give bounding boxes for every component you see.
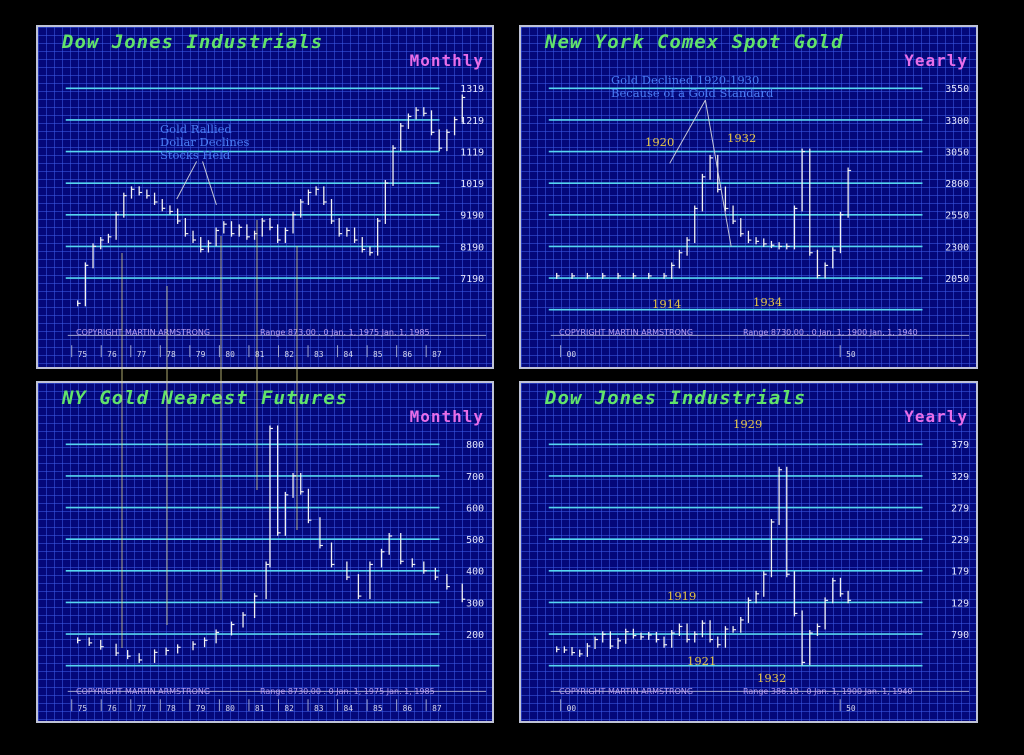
annotation-pointer [704, 100, 732, 247]
x-tick-label: 78 [166, 704, 176, 713]
dow-monthly-plot: 1319 1219 1119 1019 9190 8190 7190 75 76 77 78 79 80… [65, 84, 487, 359]
gold-futures-plot: 800 700 600 500 400 300 200 75 76 77 78 79 80 81 82 83 8… [65, 425, 487, 713]
x-tick-label: 82 [284, 350, 294, 359]
year-label-1932: 1932 [757, 671, 787, 685]
annotation-gold-rallied: Gold Rallied [160, 122, 232, 136]
x-tick-label: 00 [567, 704, 577, 713]
y-tick-label: 3050 [945, 148, 969, 159]
x-tick-label: 84 [344, 350, 354, 359]
y-tick-label: 1319 [460, 84, 484, 95]
chart-frequency: Yearly [904, 51, 968, 70]
x-tick-label: 84 [344, 704, 354, 713]
x-tick-label: 82 [284, 704, 294, 713]
x-tick-label: 80 [225, 704, 235, 713]
chart-title: New York Comex Spot Gold [545, 31, 844, 53]
x-tick-label: 75 [78, 350, 88, 359]
y-tick-label: 500 [466, 535, 484, 546]
x-tick-label: 81 [255, 704, 265, 713]
annotation-pointer [176, 161, 198, 200]
x-tick-label: 76 [107, 350, 117, 359]
copyright-text: COPYRIGHT MARTIN ARMSTRONG [559, 687, 694, 696]
x-tick-label: 77 [137, 704, 147, 713]
year-label-1914: 1914 [652, 297, 682, 311]
y-tick-label: 600 [466, 503, 484, 514]
x-tick-label: 50 [846, 704, 856, 713]
y-tick-label: 9190 [460, 211, 484, 222]
copyright-text: COPYRIGHT MARTIN ARMSTRONG [559, 328, 694, 337]
copyright-text: COPYRIGHT MARTIN ARMSTRONG [76, 687, 211, 696]
y-tick-label: 8190 [460, 242, 484, 253]
y-tick-label: 279 [951, 503, 969, 514]
y-tick-label: 700 [466, 472, 484, 483]
chart-frequency: Yearly [904, 407, 968, 426]
gold-yearly-plot: 3550 3300 3050 2800 2550 2300 2050 00 50 [548, 84, 969, 359]
annotation-gold-declined: Gold Declined 1920-1930 [611, 73, 760, 87]
dow-yearly-chart: 379 329 279 229 179 129 790 00 50 Dow Jones Indu… [519, 381, 978, 723]
y-tick-label: 300 [466, 598, 484, 609]
y-tick-label: 2300 [945, 242, 969, 253]
x-tick-label: 83 [314, 350, 324, 359]
x-tick-label: 85 [373, 704, 383, 713]
year-label-1932: 1932 [727, 131, 757, 145]
x-tick-label: 77 [137, 350, 147, 359]
range-text: Range 8730.00 . 0 Jan. 1, 1975 Jan. 1, 1… [260, 687, 435, 696]
y-tick-label: 200 [466, 630, 484, 641]
chart-title: Dow Jones Industrials [62, 31, 324, 53]
x-tick-label: 79 [196, 350, 206, 359]
year-label-1920: 1920 [645, 135, 675, 149]
x-tick-label: 86 [403, 704, 413, 713]
year-label-1919: 1919 [667, 589, 697, 603]
y-tick-label: 129 [951, 598, 969, 609]
y-tick-label: 800 [466, 440, 484, 451]
dow-monthly-chart: 1319 1219 1119 1019 9190 8190 7190 75 76 77 78 79 80… [36, 25, 494, 369]
y-tick-label: 379 [951, 440, 969, 451]
y-tick-label: 2800 [945, 179, 969, 190]
range-text: Range 873.00 . 0 Jan. 1, 1975 Jan. 1, 19… [260, 328, 430, 337]
x-tick-label: 00 [567, 350, 577, 359]
y-tick-label: 179 [951, 567, 969, 578]
y-tick-label: 229 [951, 535, 969, 546]
y-tick-label: 2050 [945, 274, 969, 285]
range-text: Range 386.10 . 0 Jan. 1, 1900 Jan. 1, 19… [743, 687, 913, 696]
y-tick-label: 400 [466, 567, 484, 578]
dow-yearly-plot: 379 329 279 229 179 129 790 00 50 [548, 440, 969, 713]
x-tick-label: 81 [255, 350, 265, 359]
chart-frequency: Monthly [409, 51, 484, 70]
y-tick-label: 1219 [460, 116, 484, 127]
y-tick-label: 3550 [945, 84, 969, 95]
x-tick-label: 85 [373, 350, 383, 359]
annotation-pointer [669, 99, 706, 164]
x-tick-label: 75 [78, 704, 88, 713]
annotation-dollar-declines: Dollar Declines [160, 135, 250, 149]
year-label-1929: 1929 [733, 417, 763, 431]
x-tick-label: 79 [196, 704, 206, 713]
chart-title: Dow Jones Industrials [545, 387, 807, 409]
gold-yearly-chart: 3550 3300 3050 2800 2550 2300 2050 00 50 New Yor… [519, 25, 978, 369]
chart-frequency: Monthly [409, 407, 484, 426]
x-tick-label: 86 [403, 350, 413, 359]
x-tick-label: 78 [166, 350, 176, 359]
y-tick-label: 2550 [945, 211, 969, 222]
y-tick-label: 7190 [460, 274, 484, 285]
y-tick-label: 329 [951, 472, 969, 483]
annotation-pointer [202, 161, 217, 206]
year-label-1934: 1934 [753, 295, 783, 309]
x-tick-label: 50 [846, 350, 856, 359]
y-tick-label: 1119 [460, 148, 484, 159]
x-tick-label: 87 [432, 350, 442, 359]
annotation-stocks-held: Stocks Held [160, 148, 231, 162]
chart-title: NY Gold Nearest Futures [62, 387, 349, 409]
y-tick-label: 3300 [945, 116, 969, 127]
y-tick-label: 1019 [460, 179, 484, 190]
x-tick-label: 87 [432, 704, 442, 713]
copyright-text: COPYRIGHT MARTIN ARMSTRONG [76, 328, 211, 337]
range-text: Range 8730.00 . 0 Jan. 1, 1900 Jan. 1, 1… [743, 328, 918, 337]
x-tick-label: 76 [107, 704, 117, 713]
annotation-gold-standard: Because of a Gold Standard [611, 86, 774, 100]
y-tick-label: 790 [951, 630, 969, 641]
year-label-1921: 1921 [687, 654, 717, 668]
gold-futures-chart: 800 700 600 500 400 300 200 75 76 77 78 79 80 81 82 83 8… [36, 381, 494, 723]
x-tick-label: 80 [225, 350, 235, 359]
x-tick-label: 83 [314, 704, 324, 713]
